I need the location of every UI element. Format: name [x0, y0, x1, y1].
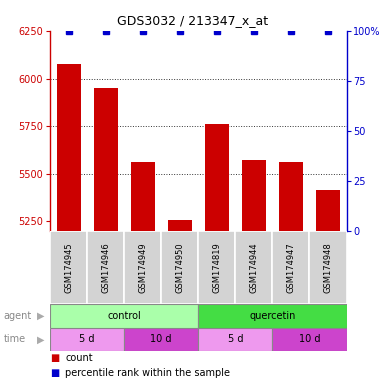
- Text: 5 d: 5 d: [228, 334, 243, 344]
- Text: ▶: ▶: [37, 334, 44, 344]
- Text: percentile rank within the sample: percentile rank within the sample: [65, 368, 231, 378]
- Text: quercetin: quercetin: [249, 311, 296, 321]
- Text: GSM174949: GSM174949: [138, 242, 147, 293]
- Text: ■: ■: [50, 353, 59, 363]
- Bar: [131, 162, 155, 231]
- Bar: [310, 231, 346, 304]
- Text: 10 d: 10 d: [151, 334, 172, 344]
- Text: 5 d: 5 d: [79, 334, 95, 344]
- Bar: [316, 190, 340, 231]
- Text: GSM174947: GSM174947: [286, 242, 295, 293]
- Text: GSM174945: GSM174945: [64, 242, 73, 293]
- Bar: [124, 328, 198, 351]
- Text: GSM174948: GSM174948: [323, 242, 333, 293]
- Bar: [161, 231, 198, 304]
- Bar: [124, 231, 161, 304]
- Text: GDS3032 / 213347_x_at: GDS3032 / 213347_x_at: [117, 14, 268, 27]
- Bar: [235, 231, 273, 304]
- Text: GSM174819: GSM174819: [212, 242, 221, 293]
- Bar: [198, 231, 235, 304]
- Bar: [198, 304, 346, 328]
- Text: GSM174950: GSM174950: [175, 242, 184, 293]
- Bar: [57, 65, 80, 231]
- Text: 10 d: 10 d: [299, 334, 320, 344]
- Text: time: time: [4, 334, 26, 344]
- Bar: [168, 220, 192, 231]
- Text: count: count: [65, 353, 93, 363]
- Bar: [50, 328, 124, 351]
- Text: agent: agent: [4, 311, 32, 321]
- Bar: [242, 161, 266, 231]
- Bar: [273, 328, 346, 351]
- Bar: [87, 231, 124, 304]
- Text: GSM174946: GSM174946: [101, 242, 110, 293]
- Text: control: control: [107, 311, 141, 321]
- Bar: [198, 328, 273, 351]
- Text: ■: ■: [50, 368, 59, 378]
- Bar: [205, 124, 229, 231]
- Text: ▶: ▶: [37, 311, 44, 321]
- Bar: [50, 231, 87, 304]
- Bar: [94, 88, 118, 231]
- Bar: [50, 304, 198, 328]
- Text: GSM174944: GSM174944: [249, 242, 258, 293]
- Bar: [273, 231, 310, 304]
- Bar: [279, 162, 303, 231]
